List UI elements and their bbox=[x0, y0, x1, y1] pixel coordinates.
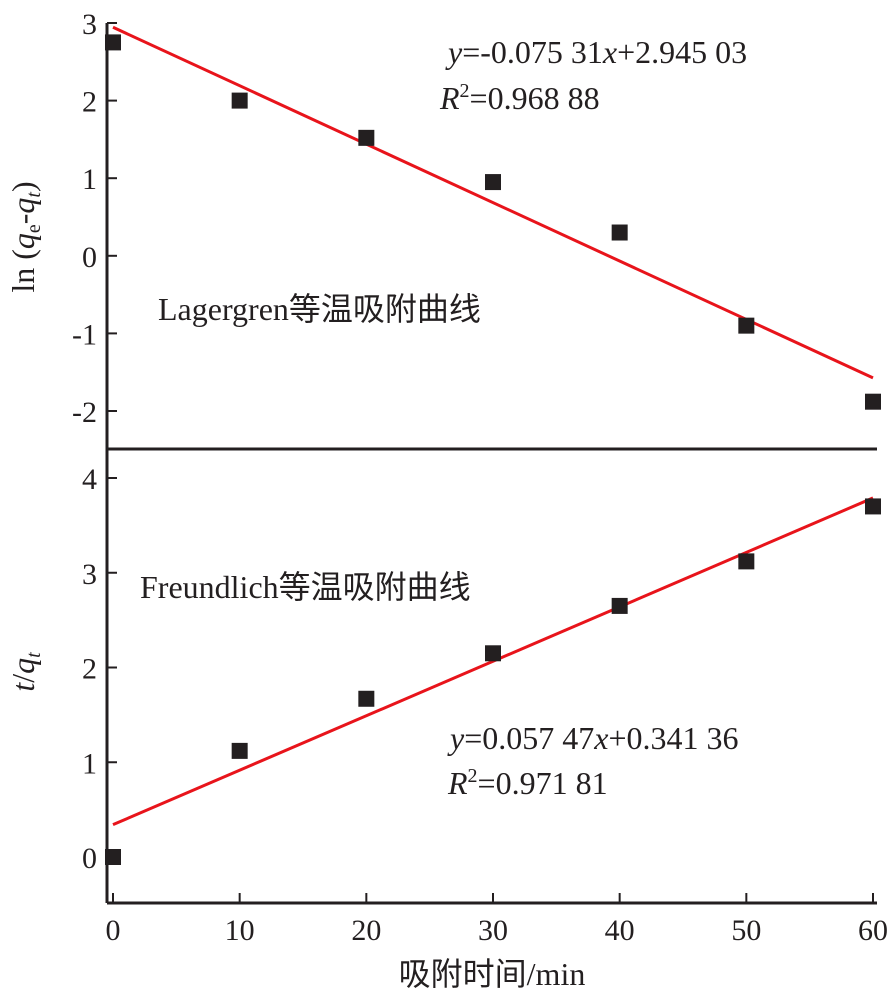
top-eq-part2: +2.945 03 bbox=[617, 34, 747, 70]
bottom-y-tick-label: 1 bbox=[82, 747, 97, 780]
x-axis: 0 10 20 30 40 50 60 吸附时间/min bbox=[106, 893, 888, 992]
top-eq-y-var: y bbox=[445, 34, 463, 70]
top-data-points bbox=[105, 34, 881, 410]
top-y-ticks: 3 2 1 0 -1 -2 bbox=[72, 8, 117, 429]
bottom-data-point bbox=[611, 597, 628, 614]
bottom-ylabel-sub-t: t bbox=[23, 652, 45, 658]
top-ylabel-sub-e: e bbox=[23, 224, 45, 233]
top-y-tick-label: -1 bbox=[72, 318, 97, 351]
x-tick-label: 50 bbox=[731, 914, 761, 947]
top-data-point bbox=[358, 129, 375, 146]
bottom-y-tick-label: 4 bbox=[82, 463, 97, 496]
bottom-r2-value: =0.971 81 bbox=[478, 765, 608, 801]
bottom-annotation: Freundlich等温吸附曲线 bbox=[140, 569, 471, 605]
top-y-tick-label: 1 bbox=[82, 163, 97, 196]
top-equation: y=-0.075 31x+2.945 03 bbox=[445, 34, 747, 70]
top-data-point bbox=[865, 393, 881, 410]
bottom-ylabel-q: q bbox=[5, 658, 41, 674]
bottom-y-tick-label: 2 bbox=[82, 653, 97, 686]
top-ylabel-q2: q bbox=[5, 198, 41, 214]
top-ylabel-q1: q bbox=[5, 233, 41, 249]
top-ylabel-suffix: ) bbox=[5, 181, 41, 192]
top-y-tick-label: -2 bbox=[72, 396, 97, 429]
top-data-point bbox=[485, 174, 501, 191]
x-tick-label: 0 bbox=[106, 914, 121, 947]
top-r2-symbol: R bbox=[439, 80, 460, 116]
bottom-eq-x-var: x bbox=[593, 720, 608, 756]
top-y-axis: 3 2 1 0 -1 -2 bbox=[72, 8, 117, 449]
top-y-axis-title: ln (qe-qt) bbox=[5, 181, 45, 292]
bottom-eq-y-var: y bbox=[447, 720, 465, 756]
x-tick-label: 20 bbox=[351, 914, 381, 947]
bottom-y-tick-label: 3 bbox=[82, 558, 97, 591]
bottom-data-point bbox=[865, 498, 881, 515]
bottom-data-point bbox=[738, 553, 755, 570]
bottom-data-point bbox=[485, 645, 501, 662]
top-r2-value: =0.968 88 bbox=[470, 80, 600, 116]
top-ylabel-prefix: ln ( bbox=[5, 249, 41, 293]
bottom-y-axis-title: t/qt bbox=[5, 652, 45, 692]
top-ylabel-dash: - bbox=[5, 214, 41, 225]
top-ylabel-sub-t: t bbox=[23, 192, 45, 198]
bottom-eq-part1: =0.057 47 bbox=[464, 720, 594, 756]
top-data-point bbox=[105, 34, 121, 51]
x-tick-label: 30 bbox=[478, 914, 508, 947]
bottom-r2: R2=0.971 81 bbox=[447, 765, 608, 801]
bottom-panel: 0 1 2 3 4 Freundlich等温吸附曲线 y=0.057 47x+0.341… bbox=[5, 449, 881, 903]
bottom-data-point bbox=[358, 690, 375, 707]
x-ticks: 0 10 20 30 40 50 60 bbox=[106, 893, 888, 947]
bottom-equation: y=0.057 47x+0.341 36 bbox=[447, 720, 739, 756]
top-y-tick-label: 3 bbox=[82, 8, 97, 41]
bottom-data-point bbox=[231, 742, 248, 759]
top-data-point bbox=[738, 317, 755, 334]
bottom-data-points bbox=[105, 498, 881, 865]
top-data-point bbox=[231, 92, 248, 109]
bottom-eq-part2: +0.341 36 bbox=[608, 720, 738, 756]
x-tick-label: 60 bbox=[858, 914, 888, 947]
bottom-ylabel-t: t bbox=[5, 682, 41, 692]
top-r2-sup: 2 bbox=[460, 80, 470, 102]
bottom-y-axis: 0 1 2 3 4 bbox=[82, 449, 117, 903]
x-axis-title: 吸附时间/min bbox=[399, 956, 586, 992]
bottom-y-tick-label: 0 bbox=[82, 842, 97, 875]
top-eq-part1: =-0.075 31 bbox=[462, 34, 603, 70]
x-tick-label: 40 bbox=[605, 914, 635, 947]
bottom-r2-sup: 2 bbox=[468, 765, 478, 787]
x-tick-label: 10 bbox=[225, 914, 255, 947]
top-annotation: Lagergren等温吸附曲线 bbox=[158, 291, 481, 327]
bottom-y-ticks: 0 1 2 3 4 bbox=[82, 463, 117, 875]
top-data-point bbox=[611, 224, 628, 241]
bottom-r2-symbol: R bbox=[447, 765, 468, 801]
bottom-fit-group bbox=[112, 496, 874, 827]
top-y-tick-label: 0 bbox=[82, 241, 97, 274]
bottom-ylabel-slash: / bbox=[5, 674, 41, 683]
top-r2: R2=0.968 88 bbox=[439, 80, 600, 116]
top-y-tick-label: 2 bbox=[82, 86, 97, 119]
bottom-fit-line bbox=[112, 496, 874, 827]
bottom-data-point bbox=[105, 849, 121, 865]
top-eq-x-var: x bbox=[602, 34, 617, 70]
